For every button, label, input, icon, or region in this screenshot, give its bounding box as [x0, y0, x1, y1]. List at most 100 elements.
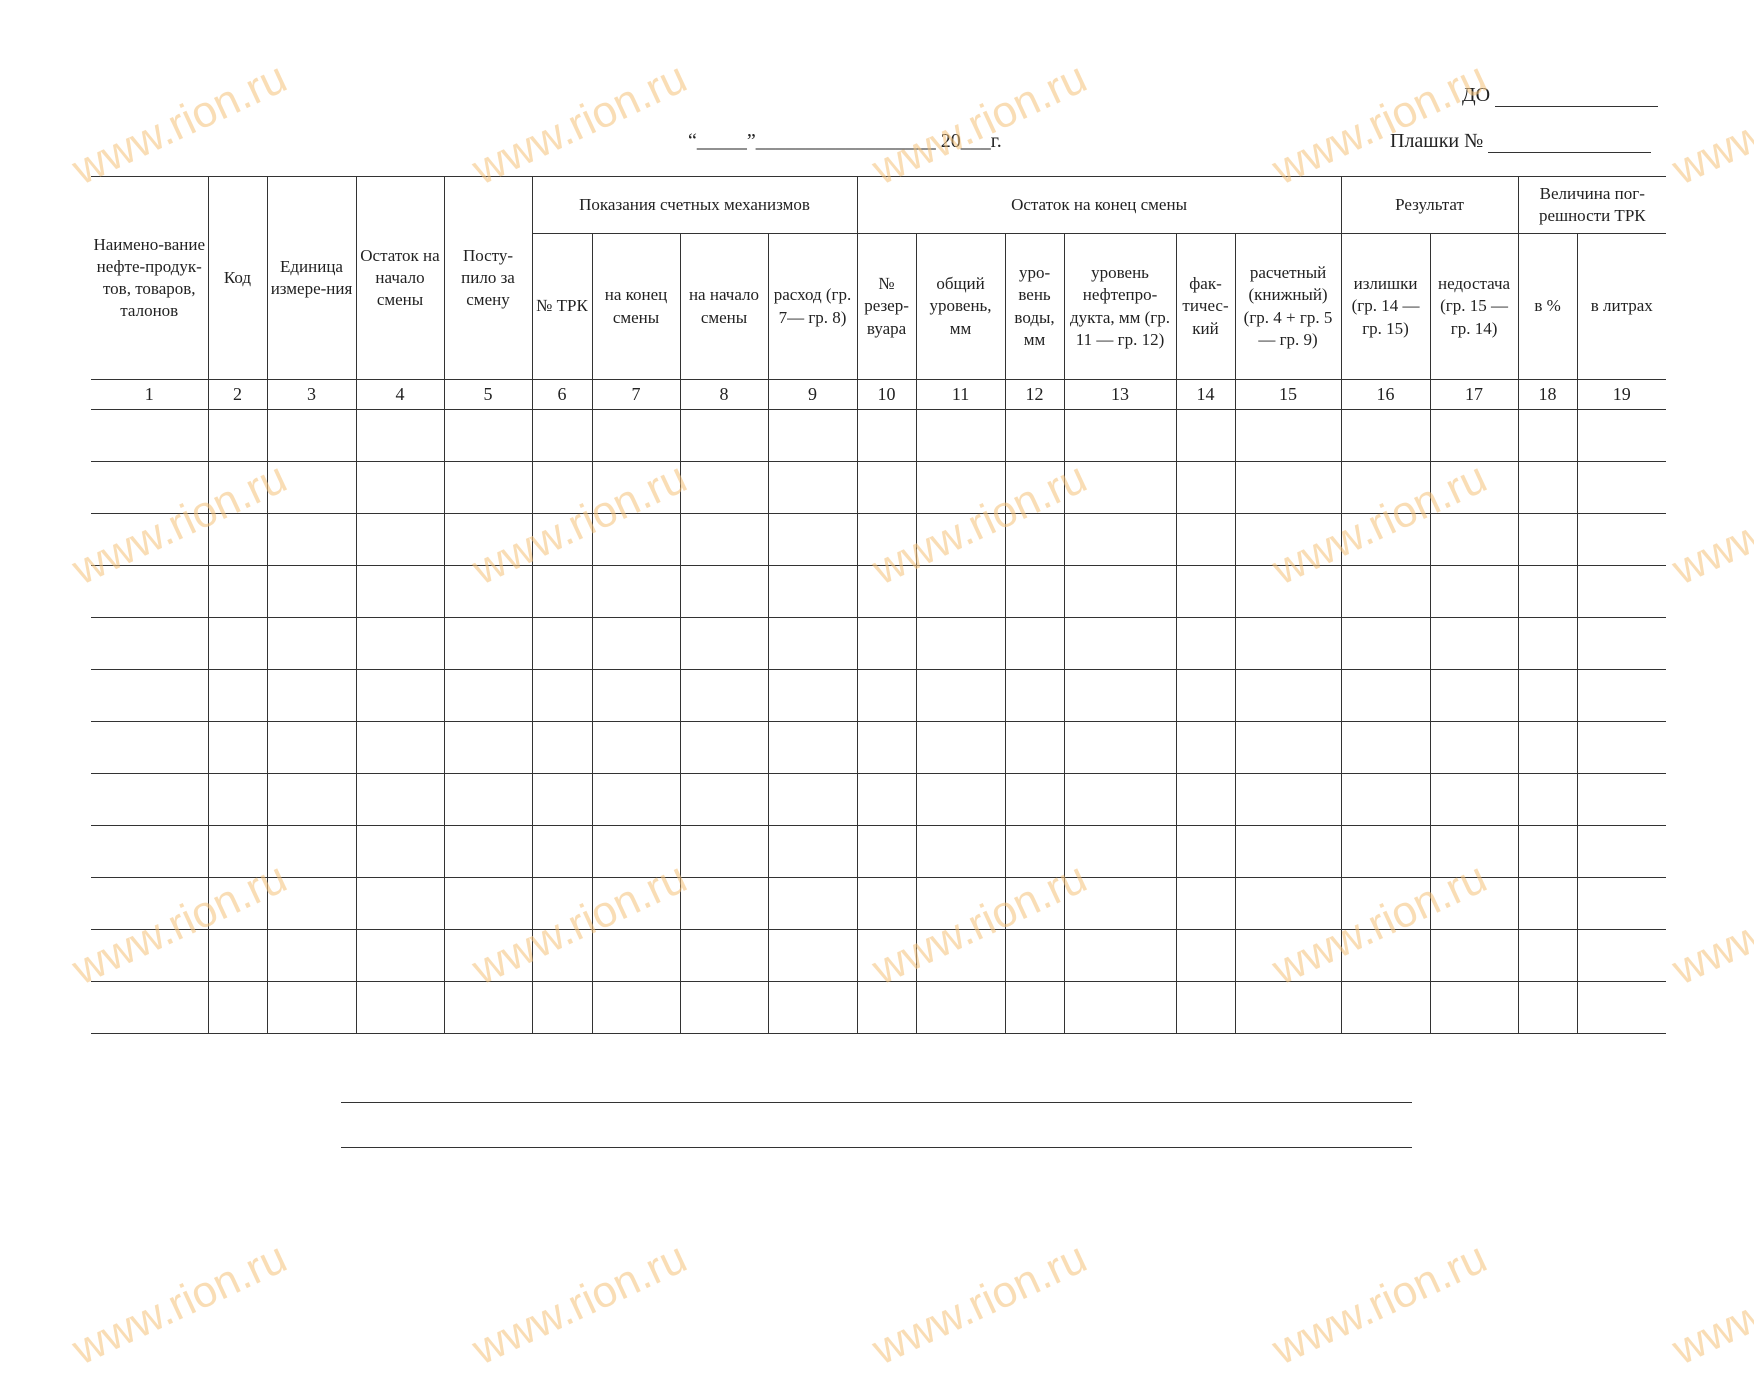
table-cell[interactable] — [91, 929, 209, 982]
table-cell[interactable] — [1234, 513, 1342, 566]
table-cell[interactable] — [1234, 773, 1342, 826]
table-cell[interactable] — [679, 565, 769, 618]
signature-line-2[interactable] — [341, 1147, 1412, 1148]
table-cell[interactable] — [91, 773, 209, 826]
table-cell[interactable] — [266, 825, 357, 878]
table-cell[interactable] — [1576, 409, 1667, 462]
table-cell[interactable] — [1175, 513, 1236, 566]
table-cell[interactable] — [531, 669, 593, 722]
table-cell[interactable] — [915, 825, 1006, 878]
table-cell[interactable] — [1063, 929, 1177, 982]
table-cell[interactable] — [767, 409, 858, 462]
table-cell[interactable] — [355, 409, 445, 462]
table-cell[interactable] — [355, 877, 445, 930]
table-cell[interactable] — [207, 617, 268, 670]
table-cell[interactable] — [266, 721, 357, 774]
table-cell[interactable] — [443, 617, 533, 670]
table-cell[interactable] — [1234, 929, 1342, 982]
table-cell[interactable] — [531, 877, 593, 930]
table-cell[interactable] — [1340, 513, 1431, 566]
table-cell[interactable] — [591, 565, 681, 618]
table-cell[interactable] — [1234, 669, 1342, 722]
table-cell[interactable] — [1517, 565, 1578, 618]
table-cell[interactable] — [1340, 617, 1431, 670]
table-cell[interactable] — [1004, 721, 1065, 774]
table-cell[interactable] — [1517, 409, 1578, 462]
table-cell[interactable] — [1576, 773, 1667, 826]
table-cell[interactable] — [207, 721, 268, 774]
table-cell[interactable] — [531, 513, 593, 566]
table-cell[interactable] — [1234, 981, 1342, 1034]
table-cell[interactable] — [679, 877, 769, 930]
table-cell[interactable] — [266, 565, 357, 618]
table-cell[interactable] — [1517, 461, 1578, 514]
table-cell[interactable] — [1234, 565, 1342, 618]
table-cell[interactable] — [915, 929, 1006, 982]
table-cell[interactable] — [531, 617, 593, 670]
table-cell[interactable] — [1517, 773, 1578, 826]
table-cell[interactable] — [1576, 617, 1667, 670]
table-cell[interactable] — [679, 617, 769, 670]
table-cell[interactable] — [355, 461, 445, 514]
table-cell[interactable] — [443, 981, 533, 1034]
table-cell[interactable] — [1340, 669, 1431, 722]
table-cell[interactable] — [266, 877, 357, 930]
table-cell[interactable] — [1004, 825, 1065, 878]
table-cell[interactable] — [591, 409, 681, 462]
table-cell[interactable] — [1429, 929, 1519, 982]
table-cell[interactable] — [355, 721, 445, 774]
table-cell[interactable] — [355, 825, 445, 878]
table-cell[interactable] — [679, 981, 769, 1034]
table-cell[interactable] — [443, 513, 533, 566]
table-cell[interactable] — [767, 981, 858, 1034]
table-cell[interactable] — [443, 825, 533, 878]
table-cell[interactable] — [767, 565, 858, 618]
table-cell[interactable] — [91, 877, 209, 930]
table-cell[interactable] — [1175, 981, 1236, 1034]
table-cell[interactable] — [591, 513, 681, 566]
table-cell[interactable] — [1429, 513, 1519, 566]
table-cell[interactable] — [856, 929, 917, 982]
table-cell[interactable] — [1576, 565, 1667, 618]
table-cell[interactable] — [1576, 721, 1667, 774]
table-cell[interactable] — [856, 409, 917, 462]
table-cell[interactable] — [531, 721, 593, 774]
table-cell[interactable] — [355, 773, 445, 826]
table-cell[interactable] — [91, 565, 209, 618]
table-cell[interactable] — [856, 981, 917, 1034]
table-cell[interactable] — [1340, 877, 1431, 930]
table-cell[interactable] — [591, 461, 681, 514]
table-cell[interactable] — [767, 513, 858, 566]
table-cell[interactable] — [531, 929, 593, 982]
table-cell[interactable] — [1063, 617, 1177, 670]
table-cell[interactable] — [915, 409, 1006, 462]
signature-line-1[interactable] — [341, 1102, 1412, 1103]
table-cell[interactable] — [915, 617, 1006, 670]
table-cell[interactable] — [1063, 721, 1177, 774]
table-cell[interactable] — [1175, 773, 1236, 826]
table-cell[interactable] — [1004, 617, 1065, 670]
table-cell[interactable] — [856, 773, 917, 826]
table-cell[interactable] — [1340, 825, 1431, 878]
table-cell[interactable] — [531, 565, 593, 618]
table-cell[interactable] — [1063, 877, 1177, 930]
table-cell[interactable] — [1063, 669, 1177, 722]
table-cell[interactable] — [355, 669, 445, 722]
table-cell[interactable] — [679, 669, 769, 722]
table-cell[interactable] — [207, 981, 268, 1034]
plashki-input[interactable] — [1488, 134, 1652, 153]
table-cell[interactable] — [1004, 773, 1065, 826]
table-cell[interactable] — [1175, 617, 1236, 670]
table-cell[interactable] — [1576, 513, 1667, 566]
table-cell[interactable] — [856, 721, 917, 774]
table-cell[interactable] — [207, 565, 268, 618]
table-cell[interactable] — [767, 773, 858, 826]
table-cell[interactable] — [91, 461, 209, 514]
table-cell[interactable] — [679, 461, 769, 514]
table-cell[interactable] — [679, 825, 769, 878]
table-cell[interactable] — [591, 721, 681, 774]
table-cell[interactable] — [1004, 565, 1065, 618]
table-cell[interactable] — [679, 721, 769, 774]
table-cell[interactable] — [856, 565, 917, 618]
table-cell[interactable] — [266, 513, 357, 566]
